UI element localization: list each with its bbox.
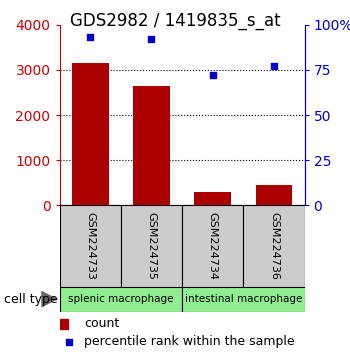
Bar [182,205,243,287]
Text: splenic macrophage: splenic macrophage [68,294,174,304]
Point [148,36,154,42]
Bar [60,205,121,287]
Text: cell type: cell type [4,293,57,306]
Bar [194,192,231,205]
Bar [133,86,170,205]
Polygon shape [41,291,58,308]
Bar [243,205,304,287]
Text: percentile rank within the sample: percentile rank within the sample [84,335,295,348]
Text: GSM224734: GSM224734 [208,212,218,280]
Point [271,63,277,69]
Bar [256,185,292,205]
Point [88,35,93,40]
Point [66,339,71,344]
Bar [60,319,68,329]
Point [210,73,216,78]
Text: GSM224735: GSM224735 [146,212,156,280]
Text: GSM224736: GSM224736 [269,212,279,280]
Text: count: count [84,317,119,330]
Text: GSM224733: GSM224733 [85,212,95,280]
Bar [182,287,304,312]
Bar [121,205,182,287]
Bar [60,287,182,312]
Bar [72,63,108,205]
Text: GDS2982 / 1419835_s_at: GDS2982 / 1419835_s_at [70,12,280,30]
Text: intestinal macrophage: intestinal macrophage [184,294,302,304]
